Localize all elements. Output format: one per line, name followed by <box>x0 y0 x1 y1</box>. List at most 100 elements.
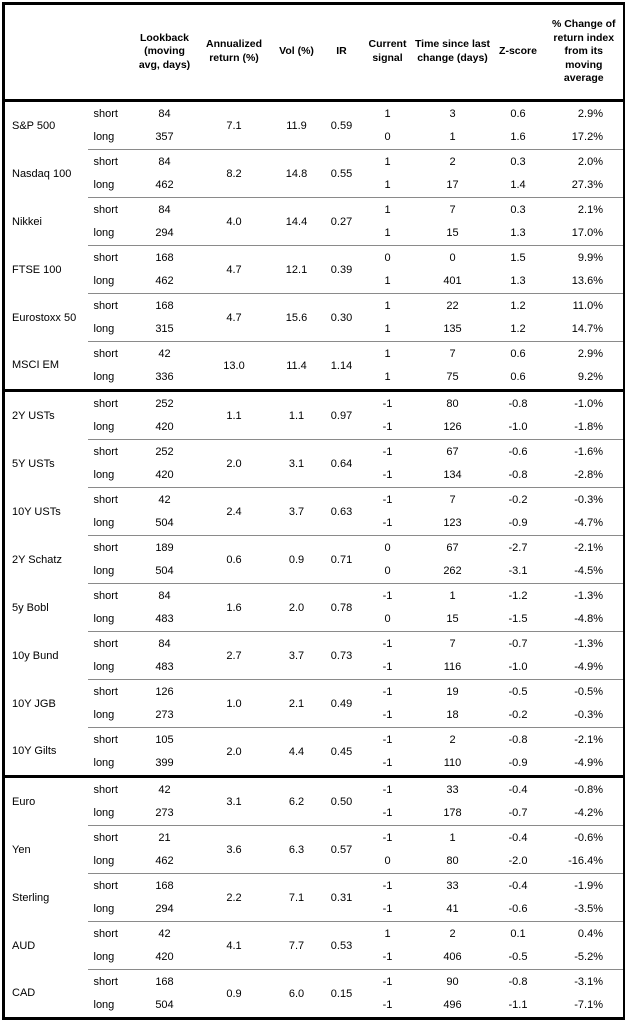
asset-name: 5Y USTs <box>12 457 55 470</box>
zscore-cell: -0.9 <box>508 757 528 770</box>
pct-change-cell: 13.6% <box>571 275 603 288</box>
row-s-p-500-short: S&P 500 short 84 7.1 11.9 0.59 1 3 0.6 2.9% <box>4 101 625 132</box>
pct-change-cell: -2.1% <box>544 535 625 560</box>
row-msci-em-long: long 336 1 75 0.6 9.2% <box>4 366 625 391</box>
pct-change-cell: 11.0% <box>544 293 625 318</box>
zscore-cell: -0.6 <box>508 903 528 916</box>
leg-label-long: long <box>93 855 115 868</box>
zscore-cell: -0.2 <box>508 709 528 722</box>
row-yen-short: Yen short 21 3.6 6.3 0.57 -1 1 -0.4 -0.6% <box>4 825 625 874</box>
ir-cell: 0.50 <box>321 775 362 826</box>
zscore-cell: -0.8 <box>491 389 545 416</box>
row-sterling-long: long 294 -1 41 -0.6 -3.5% <box>4 898 625 922</box>
ir-cell: 0.49 <box>321 679 362 728</box>
lookback-cell: 252 <box>132 389 197 416</box>
col-header-ir: IR <box>321 3 362 102</box>
pct-change-cell: -1.0% <box>544 389 625 416</box>
zscore-cell: -0.8 <box>491 969 545 994</box>
zscore-cell: 1.2 <box>510 323 526 336</box>
leg-label-short: short <box>87 487 133 512</box>
lookback-cell: 420 <box>155 951 174 964</box>
pct-change-cell: -2.1% <box>544 727 625 752</box>
annualized-return-cell: 4.7 <box>196 245 272 294</box>
leg-label-short: short <box>87 245 133 270</box>
vol-cell: 6.2 <box>271 775 322 826</box>
annualized-return-cell: 7.1 <box>226 119 242 132</box>
asset-name: 10Y Gilts <box>12 745 57 758</box>
annualized-return-cell: 2.4 <box>196 487 272 536</box>
leg-label-long: long <box>93 469 115 482</box>
lookback-cell: 126 <box>132 679 197 704</box>
leg-label-short: short <box>93 107 118 120</box>
asset-name: 2Y USTs <box>3 389 88 440</box>
zscore-cell: 1.6 <box>510 131 526 144</box>
current-signal-cell: 0 <box>384 565 391 578</box>
current-signal-cell: -1 <box>382 951 393 964</box>
time-since-change-cell: 126 <box>443 421 462 434</box>
lookback-cell: 84 <box>132 631 197 656</box>
annualized-return-cell: 4.0 <box>196 197 272 246</box>
time-since-change-cell: 178 <box>443 807 462 820</box>
header-row: Lookback (moving avg, days) Annualized re… <box>3 3 625 102</box>
row-msci-em-short: MSCI EM short 42 13.0 11.4 1.14 1 7 0.6 2.9% <box>4 341 625 391</box>
current-signal-cell: -1 <box>361 389 414 416</box>
vol-cell: 3.7 <box>271 631 322 680</box>
zscore-cell: 0.6 <box>510 107 526 120</box>
current-signal-cell: -1 <box>361 487 414 512</box>
ir-cell: 0.78 <box>321 583 362 632</box>
lookback-cell: 504 <box>155 565 174 578</box>
time-since-change-cell: 135 <box>443 323 462 336</box>
pct-change-cell: -7.1% <box>574 999 603 1012</box>
lookback-cell: 504 <box>155 999 174 1012</box>
current-signal-cell: -1 <box>382 757 393 770</box>
row-5y-bobl-short: 5y Bobl short 84 1.6 2.0 0.78 -1 1 -1.2 -1.3% <box>4 583 625 632</box>
zscore-cell: -0.4 <box>491 775 545 802</box>
current-signal-cell: -1 <box>361 631 414 656</box>
lookback-cell: 84 <box>158 107 171 120</box>
annualized-return-cell: 2.2 <box>196 873 272 922</box>
pct-change-cell: -1.3% <box>544 583 625 608</box>
zscore-cell: -0.7 <box>491 631 545 656</box>
pct-change-cell: -1.8% <box>574 421 603 434</box>
col-header-vol: Vol (%) <box>271 3 322 102</box>
zscore-cell: 1.3 <box>510 275 526 288</box>
pct-change-cell: 2.9% <box>577 107 603 120</box>
time-since-change-cell: 7 <box>413 197 492 222</box>
current-signal-cell: -1 <box>361 727 414 752</box>
table-header: Lookback (moving avg, days) Annualized re… <box>3 3 625 102</box>
zscore-cell: 0.6 <box>510 371 526 384</box>
row-2y-usts-short: 2Y USTs short 252 1.1 1.1 0.97 -1 80 -0.8 -1.0% <box>3 389 625 440</box>
pct-change-cell: 17.2% <box>571 131 603 144</box>
vol-cell: 7.1 <box>271 873 322 922</box>
time-since-change-cell: 18 <box>446 709 459 722</box>
lookback-cell: 462 <box>155 855 174 868</box>
leg-label-short: short <box>87 969 133 994</box>
time-since-change-cell: 67 <box>413 439 492 464</box>
time-since-change-cell: 17 <box>446 179 459 192</box>
ir-cell: 0.27 <box>321 197 362 246</box>
vol-cell: 12.1 <box>271 245 322 294</box>
annualized-return-cell: 3.6 <box>196 825 272 874</box>
col-header-time_since: Time since last change (days) <box>413 3 492 102</box>
row-euro-short: Euro short 42 3.1 6.2 0.50 -1 33 -0.4 -0.8% <box>3 775 625 826</box>
current-signal-cell: 1 <box>384 179 391 192</box>
row-aud-short: AUD short 42 4.1 7.7 0.53 1 2 0.1 0.4% <box>4 921 625 970</box>
vol-cell: 3.1 <box>271 439 322 488</box>
ir-cell: 0.64 <box>321 439 362 488</box>
current-signal-cell: 0 <box>384 613 391 626</box>
row-10y-usts-short: 10Y USTs short 42 2.4 3.7 0.63 -1 7 -0.2 -0.3% <box>4 487 625 536</box>
row-yen-long: long 462 0 80 -2.0 -16.4% <box>4 850 625 874</box>
current-signal-cell: -1 <box>361 873 414 898</box>
ir-cell: 0.15 <box>321 969 362 1019</box>
zscore-cell: 1.2 <box>491 293 545 318</box>
pct-change-cell: -4.9% <box>574 661 603 674</box>
leg-label-short: short <box>87 389 133 416</box>
pct-change-cell: -5.2% <box>574 951 603 964</box>
ir-cell: 0.45 <box>321 727 362 777</box>
vol-cell: 4.4 <box>271 727 322 777</box>
row-ftse-100-long: long 462 1 401 1.3 13.6% <box>4 270 625 294</box>
time-since-change-cell: 1 <box>413 825 492 850</box>
current-signal-cell: 1 <box>361 341 414 366</box>
row-nikkei-short: Nikkei short 84 4.0 14.4 0.27 1 7 0.3 2.1% <box>4 197 625 246</box>
